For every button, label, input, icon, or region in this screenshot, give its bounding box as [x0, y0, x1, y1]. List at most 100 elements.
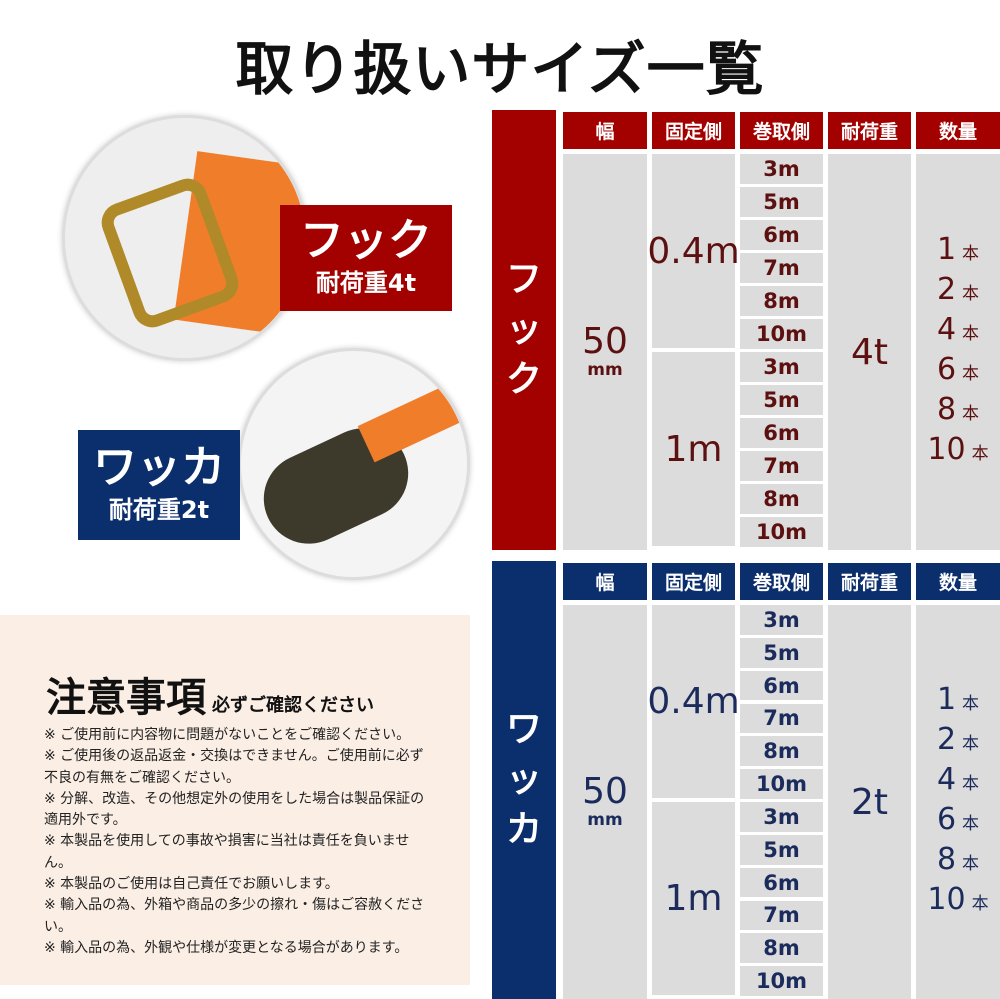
column-header: 幅	[563, 112, 647, 149]
column-header: 数量	[916, 112, 1000, 149]
quantity-cell: 1 本 2 本 4 本 6 本 8 本 10 本	[916, 154, 1000, 550]
ring-size-table: ワッカ幅固定側 巻取側 耐荷重 数量 50 mm 0.4m 1m 3m 5m 6m 7m 8m 10m 3m…	[492, 561, 1000, 999]
table-label-char: フ	[505, 259, 542, 300]
width-value: 50	[582, 771, 628, 812]
quantity-unit: 本	[962, 774, 980, 794]
winding-side-cell: 3m	[740, 154, 823, 184]
quantity-unit: 本	[962, 364, 980, 384]
quantity-value: 8	[936, 842, 957, 877]
column-header: 耐荷重	[828, 112, 911, 149]
quantity-value: 2	[936, 272, 957, 307]
winding-side-cell: 5m	[740, 834, 823, 865]
quantity-item: 10 本	[927, 432, 988, 472]
fixed-side-cell: 1m	[652, 802, 735, 995]
page-title: 取り扱いサイズ一覧	[235, 35, 765, 103]
quantity-item: 10 本	[927, 882, 988, 922]
note-item: ※ ご使用後の返品返金・交換はできません。ご使用前に必ず不良の有無をご確認くださ…	[44, 748, 424, 786]
winding-side-cell: 5m	[740, 385, 823, 415]
winding-side-cell: 10m	[740, 769, 823, 799]
table-label: ワッカ	[492, 561, 556, 999]
table-label-char: ク	[505, 359, 542, 400]
quantity-value: 1	[936, 232, 957, 267]
notes-list: ※ ご使用前に内容物に問題がないことをご確認ください。 ※ ご使用後の返品返金・…	[44, 725, 434, 959]
hook-tag-load: 耐荷重4t	[315, 269, 417, 297]
quantity-unit: 本	[962, 734, 980, 754]
quantity-unit: 本	[962, 814, 980, 834]
winding-side-cell: 10m	[740, 319, 823, 349]
quantity-unit: 本	[962, 244, 980, 264]
column-header: 巻取側	[740, 112, 823, 149]
winding-side-cell: 10m	[740, 517, 823, 547]
fixed-side-cell: 1m	[652, 352, 735, 546]
width-cell: 50 mm	[563, 154, 647, 550]
winding-side-cell: 7m	[740, 253, 823, 283]
hook-tag: フック 耐荷重4t	[280, 205, 452, 311]
table-label: フック	[492, 110, 556, 550]
winding-side-cell: 8m	[740, 736, 823, 767]
quantity-value: 4	[936, 762, 957, 797]
quantity-value: 2	[936, 722, 957, 757]
notes-subtitle: 必ずご確認ください	[212, 695, 374, 716]
quantity-value: 6	[936, 802, 957, 837]
ring-product-image	[238, 348, 470, 580]
winding-side-cell: 7m	[740, 451, 823, 481]
hook-tag-name: フック	[300, 215, 432, 266]
quantity-unit: 本	[962, 284, 980, 304]
table-label-char: カ	[505, 809, 542, 850]
hook-size-table: フック幅固定側 巻取側 耐荷重 数量 50 mm 0.4m 1m 3m 5m 6m 7m 8m 10m 3m…	[492, 110, 1000, 550]
column-header: 数量	[916, 563, 1000, 600]
winding-side-cell: 10m	[740, 966, 823, 996]
note-item: ※ 分解、改造、その他想定外の使用をした場合は製品保証の適用外です。	[44, 790, 425, 829]
column-header: 耐荷重	[828, 563, 911, 600]
table-label-char: ッ	[505, 759, 542, 800]
hook-product-image	[62, 115, 308, 361]
quantity-value: 6	[936, 352, 957, 387]
winding-side-cell: 3m	[740, 352, 823, 382]
winding-side-cell: 8m	[740, 286, 823, 316]
note-item: ※ 本製品を使用しての事故や損害に当社は責任を負いません。	[44, 833, 410, 871]
table-label-char: ワ	[505, 709, 542, 750]
notes-panel: 注意事項 必ずご確認ください ※ ご使用前に内容物に問題がないことをご確認ください…	[0, 615, 470, 985]
quantity-unit: 本	[962, 404, 980, 424]
width-cell: 50 mm	[563, 605, 647, 999]
quantity-value: 10	[927, 882, 966, 917]
load-cell: 2t	[828, 605, 911, 999]
width-unit: mm	[587, 810, 623, 830]
ring-tag: ワッカ 耐荷重2t	[78, 430, 240, 540]
notes-title: 注意事項 必ずご確認ください	[46, 675, 374, 721]
fixed-side-cell: 0.4m	[647, 605, 740, 798]
winding-side-cell: 8m	[740, 933, 823, 964]
winding-side-cell: 6m	[740, 670, 823, 701]
quantity-value: 8	[936, 392, 957, 427]
load-cell: 4t	[828, 154, 911, 550]
column-header: 固定側	[652, 563, 735, 600]
winding-side-cell: 3m	[740, 802, 823, 832]
quantity-cell: 1 本 2 本 4 本 6 本 8 本 10 本	[916, 605, 1000, 999]
winding-side-cell: 5m	[740, 187, 823, 217]
column-header: 幅	[563, 563, 647, 600]
winding-side-cell: 8m	[740, 484, 823, 514]
winding-side-cell: 5m	[740, 637, 823, 668]
note-item: ※ 輸入品の為、外箱や商品の多少の擦れ・傷はご容赦ください。	[44, 897, 425, 935]
winding-side-cell: 7m	[740, 703, 823, 734]
column-header: 固定側	[652, 112, 735, 149]
quantity-value: 1	[936, 682, 957, 717]
quantity-unit: 本	[962, 694, 980, 714]
winding-side-cell: 6m	[740, 418, 823, 448]
winding-side-cell: 3m	[740, 605, 823, 635]
width-unit: mm	[587, 360, 623, 380]
quantity-unit: 本	[971, 444, 989, 464]
width-value: 50	[582, 321, 628, 362]
quantity-unit: 本	[962, 854, 980, 874]
fixed-side-cell: 0.4m	[647, 154, 740, 348]
quantity-value: 10	[927, 432, 966, 467]
